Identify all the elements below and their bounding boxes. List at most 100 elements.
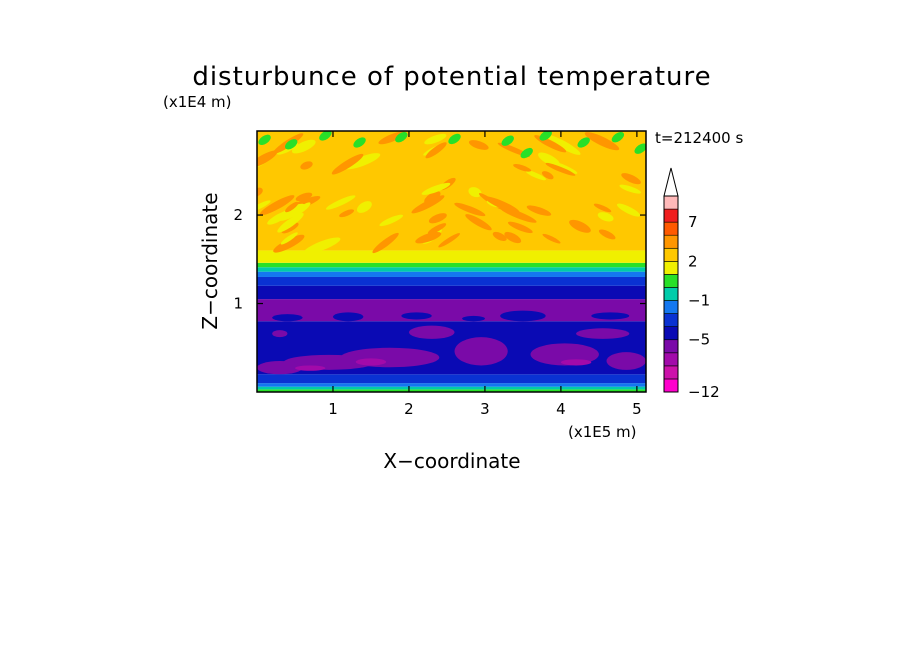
contour-ripple: [379, 214, 404, 227]
colorbar-swatch: [663, 313, 679, 327]
contour-patch: [355, 358, 387, 366]
contour-ripple: [593, 203, 612, 213]
contour-ripple: [415, 231, 442, 244]
contour-patch: [454, 337, 508, 366]
contour-patch: [272, 330, 288, 338]
contour-band: [257, 386, 646, 390]
contour-ripple: [303, 237, 341, 254]
contour-fleck: [539, 131, 552, 141]
contour-ripple: [372, 232, 399, 254]
contour-ripple: [325, 195, 356, 210]
contour-ripple: [273, 234, 305, 253]
colorbar-swatch: [663, 339, 679, 354]
colorbar-label: 7: [688, 213, 698, 231]
contour-fleck: [258, 134, 271, 146]
contour-ripple: [424, 133, 447, 145]
contour-ripple: [525, 170, 547, 181]
contour-patch: [500, 310, 546, 322]
chart-title: disturbunce of potential temperature: [192, 62, 711, 92]
contour-ripple: [291, 202, 311, 218]
colorbar-swatch: [663, 221, 679, 236]
contour-ripple: [619, 184, 642, 194]
colorbar: −12−5−127: [663, 167, 720, 401]
contour-fleck: [520, 147, 533, 159]
colorbar-swatch: [663, 378, 679, 393]
contour-band: [257, 299, 646, 322]
contour-fleck: [577, 137, 590, 148]
contour-ripple: [598, 229, 616, 240]
contour-patch: [462, 315, 485, 322]
contour-band: [257, 374, 646, 384]
contour-ripple: [597, 212, 614, 222]
contour-patch: [332, 312, 364, 322]
contour-fleck: [395, 132, 408, 143]
contour-ripple: [541, 171, 554, 180]
x-axis-label: X−coordinate: [383, 449, 520, 473]
contour-patch: [272, 314, 303, 322]
contour-band: [257, 389, 646, 392]
contour-patch: [606, 352, 646, 370]
colorbar-swatch: [663, 247, 679, 262]
contour-ripple: [507, 221, 533, 234]
contour-ripple: [257, 200, 271, 213]
contour-ripple: [356, 201, 372, 213]
contour-ripple: [454, 202, 486, 217]
colorbar-label: −1: [688, 292, 710, 310]
contour-ripple: [551, 161, 578, 174]
contour-fleck: [611, 132, 625, 143]
contour-ripple: [411, 195, 445, 214]
x-tick-label: 3: [480, 400, 490, 418]
colorbar-swatch: [663, 365, 679, 380]
contour-ripple: [526, 205, 552, 216]
x-tick-label: 4: [556, 400, 566, 418]
contour-ripple: [584, 132, 620, 151]
contour-ripple: [569, 219, 591, 233]
colorbar-extend-arrow: [663, 167, 679, 197]
contour-ripple: [267, 210, 291, 225]
y-unit-label: (x1E4 m): [163, 93, 232, 111]
contour-ripple: [280, 232, 298, 245]
colorbar-swatch: [663, 195, 679, 210]
contour-ripple: [295, 192, 313, 202]
contour-ripple: [421, 182, 451, 195]
contour-ripple: [545, 162, 576, 176]
contour-ripple: [427, 223, 447, 235]
y-axis-label: Z−coordinate: [198, 192, 222, 329]
contour-ripple: [281, 222, 299, 234]
contour-ripple: [331, 153, 364, 175]
contour-ripple: [484, 196, 520, 214]
colorbar-label: 2: [688, 252, 698, 270]
contour-patch: [401, 312, 432, 320]
contour-ripple: [339, 209, 355, 218]
contour-ripple: [285, 201, 299, 213]
colorbar-swatch: [663, 234, 679, 249]
x-axis: 1 2 3 4 5: [328, 131, 642, 418]
colorbar-frame: [663, 195, 679, 393]
contour-ripple: [513, 163, 532, 172]
contour-ripple: [545, 134, 581, 155]
plot-frame: [256, 130, 647, 393]
contour-band: [257, 267, 646, 272]
colorbar-swatch: [663, 274, 679, 288]
contour-patch: [408, 325, 455, 339]
contour-field: [257, 131, 646, 392]
x-unit-label: (x1E5 m): [568, 423, 637, 441]
contour-ripple: [291, 139, 316, 154]
contour-ripple: [428, 213, 447, 224]
colorbar-swatch: [663, 352, 679, 367]
y-tick-label: 2: [233, 206, 243, 224]
colorbar-label: −5: [688, 331, 710, 349]
contour-ripple: [259, 195, 295, 216]
contour-fleck: [319, 131, 332, 141]
contour-band: [257, 262, 646, 268]
x-tick-label: 5: [632, 400, 642, 418]
contour-patch: [560, 359, 592, 366]
contour-fleck: [448, 133, 461, 145]
contour-band: [257, 271, 646, 277]
contour-ripple: [465, 214, 492, 231]
contour-band: [257, 276, 646, 286]
contour-fleck: [285, 139, 298, 150]
contour-ripple: [621, 173, 641, 185]
contour-patch: [576, 328, 630, 339]
